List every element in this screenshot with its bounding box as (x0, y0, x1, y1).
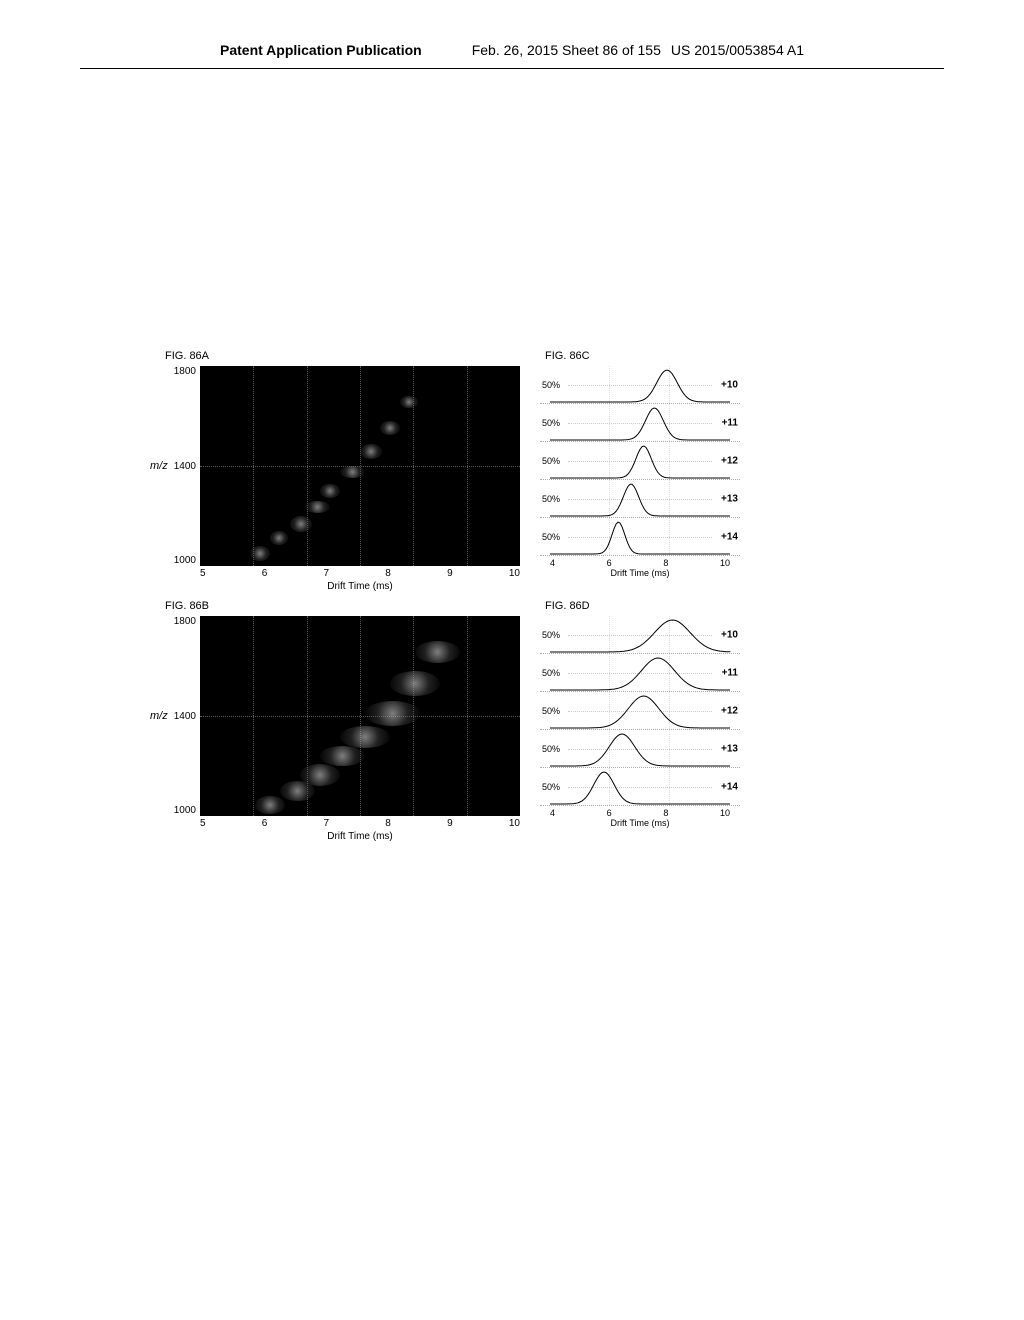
header-patent-number: US 2015/0053854 A1 (671, 42, 804, 58)
page-header: Patent Application Publication Feb. 26, … (80, 0, 944, 69)
y-tick: 1800 (174, 366, 196, 377)
panel-c-x-label: Drift Time (ms) (540, 568, 740, 578)
panel-a-plot (200, 366, 520, 566)
panel-a-y-label: m/z (150, 460, 168, 472)
panel-d: FIG. 86D 50%+1050%+1150%+1250%+1350%+14 … (540, 600, 740, 842)
x-tick: 10 (720, 558, 730, 568)
panel-b-x-label: Drift Time (ms) (200, 831, 520, 842)
y-tick: 1400 (174, 461, 196, 472)
panel-b-y-axis: 1800 1400 1000 m/z (160, 616, 200, 816)
x-tick: 6 (607, 558, 612, 568)
panel-b-y-label: m/z (150, 710, 168, 722)
figure-group: FIG. 86A 1800 1400 1000 m/z 5 (160, 350, 800, 850)
y-tick: 1800 (174, 616, 196, 627)
x-tick: 6 (262, 568, 268, 579)
x-tick: 10 (509, 568, 520, 579)
x-tick: 10 (720, 808, 730, 818)
y-tick: 1000 (174, 805, 196, 816)
panel-d-peaks: 50%+1050%+1150%+1250%+1350%+14 (540, 616, 740, 806)
x-tick: 4 (550, 808, 555, 818)
panel-b-plot (200, 616, 520, 816)
panel-c: FIG. 86C 50%+1050%+1150%+1250%+1350%+14 … (540, 350, 740, 592)
panel-a: FIG. 86A 1800 1400 1000 m/z 5 (160, 350, 530, 592)
panel-d-title: FIG. 86D (545, 600, 740, 612)
x-tick: 8 (385, 568, 391, 579)
panel-b-title: FIG. 86B (165, 600, 530, 612)
panel-a-x-axis: 5 6 7 8 9 10 (200, 566, 520, 579)
panel-c-peaks: 50%+1050%+1150%+1250%+1350%+14 (540, 366, 740, 556)
panel-b-x-axis: 5 6 7 8 9 10 (200, 816, 520, 829)
x-tick: 7 (324, 818, 330, 829)
panel-c-title: FIG. 86C (545, 350, 740, 362)
panel-a-y-axis: 1800 1400 1000 m/z (160, 366, 200, 566)
panel-b: FIG. 86B 1800 1400 1000 m/z 5 (160, 600, 530, 842)
x-tick: 6 (262, 818, 268, 829)
header-publication-type: Patent Application Publication (220, 42, 422, 58)
x-tick: 10 (509, 818, 520, 829)
x-tick: 5 (200, 568, 206, 579)
y-tick: 1000 (174, 555, 196, 566)
header-date-sheet: Feb. 26, 2015 Sheet 86 of 155 (472, 42, 661, 58)
y-tick: 1400 (174, 711, 196, 722)
x-tick: 8 (385, 818, 391, 829)
x-tick: 8 (663, 808, 668, 818)
panel-a-x-label: Drift Time (ms) (200, 581, 520, 592)
x-tick: 9 (447, 568, 453, 579)
x-tick: 9 (447, 818, 453, 829)
x-tick: 5 (200, 818, 206, 829)
x-tick: 8 (663, 558, 668, 568)
panel-c-x-axis: 4 6 8 10 (540, 556, 740, 568)
panel-d-x-axis: 4 6 8 10 (540, 806, 740, 818)
panel-d-x-label: Drift Time (ms) (540, 818, 740, 828)
x-tick: 7 (324, 568, 330, 579)
panel-a-title: FIG. 86A (165, 350, 530, 362)
x-tick: 6 (607, 808, 612, 818)
x-tick: 4 (550, 558, 555, 568)
